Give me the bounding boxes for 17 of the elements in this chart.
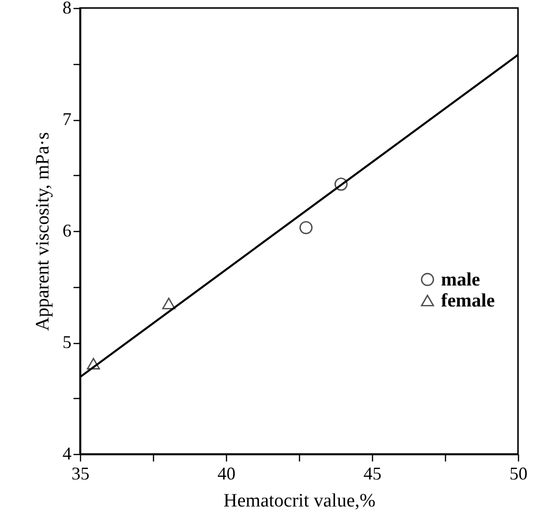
y-tick-label: 8	[62, 0, 72, 18]
y-axis-title: Apparent viscosity, mPa·s	[32, 132, 54, 331]
point	[86, 358, 100, 370]
y-tick-label: 7	[62, 109, 72, 129]
x-axis-title: Hematocrit value,%	[224, 490, 376, 512]
x-tick-label: 50	[510, 464, 528, 484]
y-tick-label: 6	[62, 220, 72, 240]
y-tick-label: 5	[62, 332, 72, 352]
legend-label: female	[441, 290, 495, 312]
point	[162, 298, 176, 310]
x-tick-label: 45	[364, 464, 382, 484]
legend-label: male	[441, 270, 480, 290]
x-tick-label: 40	[218, 464, 236, 484]
point	[299, 221, 313, 234]
point	[334, 178, 348, 191]
x-tick-label: 35	[72, 464, 90, 484]
y-tick-label: 4	[62, 444, 72, 464]
